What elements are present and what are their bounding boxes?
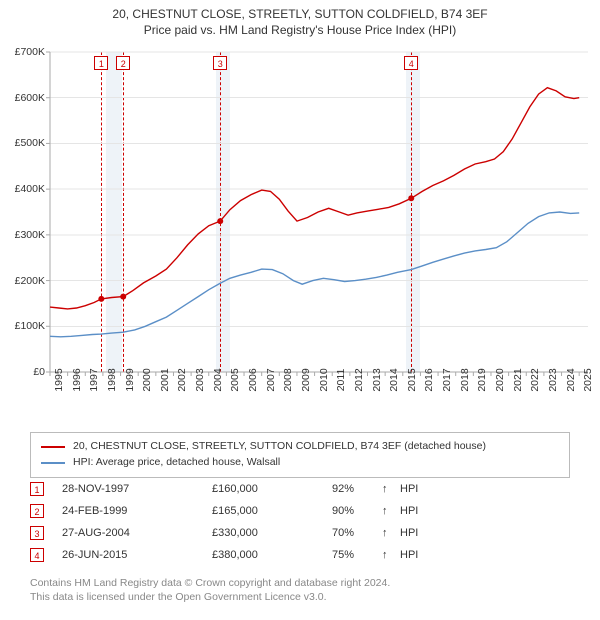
legend-label-hpi: HPI: Average price, detached house, Wals… <box>73 455 280 471</box>
sale-price: £160,000 <box>212 483 332 495</box>
sale-date: 26-JUN-2015 <box>62 549 212 561</box>
legend-swatch-hpi <box>41 462 65 464</box>
x-tick-label: 2023 <box>547 368 559 391</box>
x-tick-label: 2013 <box>371 368 383 391</box>
footer: Contains HM Land Registry data © Crown c… <box>30 576 570 604</box>
x-tick-label: 1995 <box>53 368 65 391</box>
arrow-up-icon: ↑ <box>382 505 400 517</box>
legend-swatch-property <box>41 446 65 448</box>
x-tick-label: 2012 <box>353 368 365 391</box>
sale-price: £330,000 <box>212 527 332 539</box>
sale-pct: 90% <box>332 505 382 517</box>
sale-price: £165,000 <box>212 505 332 517</box>
x-tick-label: 2020 <box>494 368 506 391</box>
chart-area: £0£100K£200K£300K£400K£500K£600K£700K 12… <box>0 44 600 424</box>
x-tick-label: 2024 <box>565 368 577 391</box>
y-tick-label: £400K <box>0 183 45 195</box>
x-tick-label: 2019 <box>476 368 488 391</box>
sales-row: 2 24-FEB-1999£165,00090%↑HPI <box>30 500 570 522</box>
sale-marker-inline: 4 <box>30 548 44 562</box>
plot-area: 12 3 4 <box>50 52 588 372</box>
x-tick-label: 2011 <box>335 369 347 392</box>
footer-line-1: Contains HM Land Registry data © Crown c… <box>30 576 570 590</box>
legend-item-hpi: HPI: Average price, detached house, Wals… <box>41 455 559 471</box>
series-property <box>50 88 579 309</box>
y-tick-label: £300K <box>0 229 45 241</box>
sale-date: 27-AUG-2004 <box>62 527 212 539</box>
x-tick-label: 2003 <box>194 368 206 391</box>
y-tick-label: £700K <box>0 46 45 58</box>
sale-hpi-label: HPI <box>400 505 418 517</box>
plot-svg <box>50 52 588 372</box>
sales-row: 1 28-NOV-1997£160,00092%↑HPI <box>30 478 570 500</box>
x-tick-label: 2009 <box>300 368 312 391</box>
y-tick-label: £500K <box>0 137 45 149</box>
sale-marker-1: 1 <box>94 56 108 70</box>
arrow-up-icon: ↑ <box>382 483 400 495</box>
y-tick-label: £0 <box>0 366 45 378</box>
sales-row: 4 26-JUN-2015£380,00075%↑HPI <box>30 544 570 566</box>
sale-marker-inline: 1 <box>30 482 44 496</box>
x-tick-label: 2008 <box>282 368 294 391</box>
x-tick-label: 1996 <box>71 368 83 391</box>
series-hpi <box>50 212 579 337</box>
y-tick-label: £100K <box>0 320 45 332</box>
sale-marker-inline: 3 <box>30 526 44 540</box>
y-tick-label: £600K <box>0 92 45 104</box>
sale-marker-4: 4 <box>404 56 418 70</box>
x-tick-label: 1998 <box>106 368 118 391</box>
x-tick-label: 2001 <box>159 368 171 391</box>
sale-marker-inline: 2 <box>30 504 44 518</box>
sale-dot <box>217 218 223 224</box>
x-tick-label: 2017 <box>441 368 453 391</box>
footer-line-2: This data is licensed under the Open Gov… <box>30 590 570 604</box>
sale-hpi-label: HPI <box>400 527 418 539</box>
x-tick-label: 2006 <box>247 368 259 391</box>
arrow-up-icon: ↑ <box>382 549 400 561</box>
sale-pct: 70% <box>332 527 382 539</box>
x-tick-label: 2010 <box>318 368 330 391</box>
sales-row: 3 27-AUG-2004£330,00070%↑HPI <box>30 522 570 544</box>
x-tick-label: 2002 <box>176 368 188 391</box>
arrow-up-icon: ↑ <box>382 527 400 539</box>
y-tick-label: £200K <box>0 275 45 287</box>
sale-hpi-label: HPI <box>400 483 418 495</box>
x-tick-label: 1997 <box>88 368 100 391</box>
sale-marker-3: 3 <box>213 56 227 70</box>
x-tick-label: 2000 <box>141 368 153 391</box>
sale-price: £380,000 <box>212 549 332 561</box>
x-tick-label: 2004 <box>212 368 224 391</box>
x-tick-label: 2015 <box>406 368 418 391</box>
x-tick-label: 2021 <box>512 368 524 391</box>
x-tick-label: 2014 <box>388 368 400 391</box>
legend-label-property: 20, CHESTNUT CLOSE, STREETLY, SUTTON COL… <box>73 439 486 455</box>
sale-dot <box>408 195 414 201</box>
sale-marker-2: 2 <box>116 56 130 70</box>
legend-item-property: 20, CHESTNUT CLOSE, STREETLY, SUTTON COL… <box>41 439 559 455</box>
x-tick-label: 2005 <box>229 368 241 391</box>
sale-dot <box>98 296 104 302</box>
chart-title-block: 20, CHESTNUT CLOSE, STREETLY, SUTTON COL… <box>0 0 600 38</box>
x-tick-label: 2016 <box>423 368 435 391</box>
x-tick-label: 2018 <box>459 368 471 391</box>
sale-pct: 75% <box>332 549 382 561</box>
title-line-1: 20, CHESTNUT CLOSE, STREETLY, SUTTON COL… <box>0 6 600 22</box>
legend: 20, CHESTNUT CLOSE, STREETLY, SUTTON COL… <box>30 432 570 478</box>
sales-table: 128-NOV-1997£160,00092%↑HPI224-FEB-1999£… <box>30 478 570 566</box>
sale-dot <box>120 294 126 300</box>
x-tick-label: 1999 <box>124 368 136 391</box>
x-tick-label: 2007 <box>265 368 277 391</box>
x-tick-label: 2025 <box>582 368 594 391</box>
sale-date: 28-NOV-1997 <box>62 483 212 495</box>
title-line-2: Price paid vs. HM Land Registry's House … <box>0 22 600 38</box>
sale-pct: 92% <box>332 483 382 495</box>
sale-hpi-label: HPI <box>400 549 418 561</box>
sale-date: 24-FEB-1999 <box>62 505 212 517</box>
x-tick-label: 2022 <box>529 368 541 391</box>
